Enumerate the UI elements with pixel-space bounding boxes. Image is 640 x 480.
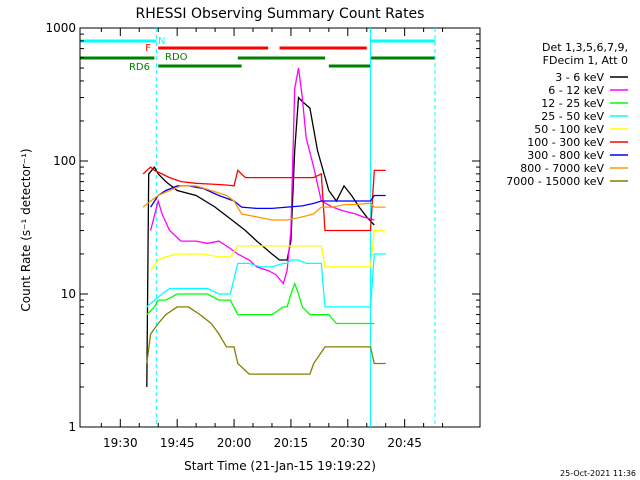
flag-label: RDO [165,52,188,63]
legend-label: 25 - 50 keV [541,110,604,123]
series-line-8 [146,306,386,375]
series-line-2 [146,281,375,325]
y-tick-label: 100 [53,154,76,168]
flag-label: RD6 [129,62,150,73]
y-tick-label: 1 [68,420,76,434]
flag-label: N [158,36,165,47]
series-line-5 [142,166,386,232]
x-tick-label: 20:45 [387,436,422,450]
series-line-1 [149,67,375,285]
x-tick-label: 20:15 [274,436,309,450]
y-tick-label: 10 [61,287,76,301]
legend-header: Det 1,3,5,6,7,9, [542,41,628,54]
legend-header: FDecim 1, Att 0 [543,54,628,67]
legend: Det 1,3,5,6,7,9,FDecim 1, Att 0 3 - 6 keV… [506,41,628,188]
plot-frame [79,27,481,428]
flag-label: F [145,43,151,54]
y-tick-label: 1000 [45,21,76,35]
y-axis: 1 10 100 1000 [45,21,480,434]
flag-bars [80,39,435,68]
series-line-4 [150,229,386,271]
series-line-3 [146,253,386,308]
x-axis-label: Start Time (21-Jan-15 19:19:22) [184,459,376,473]
legend-label: 3 - 6 keV [555,71,604,84]
y-axis-label: Count Rate (s⁻¹ detector⁻¹) [19,148,33,311]
x-tick-label: 19:45 [160,436,195,450]
legend-label: 300 - 800 keV [527,149,604,162]
series-line-0 [146,95,375,388]
chart-title: RHESSI Observing Summary Count Rates [136,6,425,22]
vertical-markers [155,28,436,427]
legend-label: 7000 - 15000 keV [506,175,604,188]
x-axis: 19:30 19:45 20:00 20:15 20:30 20:45 [100,28,444,450]
legend-label: 50 - 100 keV [534,123,604,136]
flag-labels: NF RDO RD6 [129,36,188,73]
series-lines [142,67,386,388]
x-tick-label: 19:30 [103,436,138,450]
x-tick-label: 20:00 [217,436,252,450]
legend-label: 12 - 25 keV [541,97,604,110]
footer-timestamp: 25-Oct-2021 11:36 [560,469,636,478]
legend-label: 6 - 12 keV [548,84,604,97]
x-tick-label: 20:30 [330,436,365,450]
series-line-7 [142,185,386,221]
legend-label: 800 - 7000 keV [520,162,604,175]
legend-label: 100 - 300 keV [527,136,604,149]
